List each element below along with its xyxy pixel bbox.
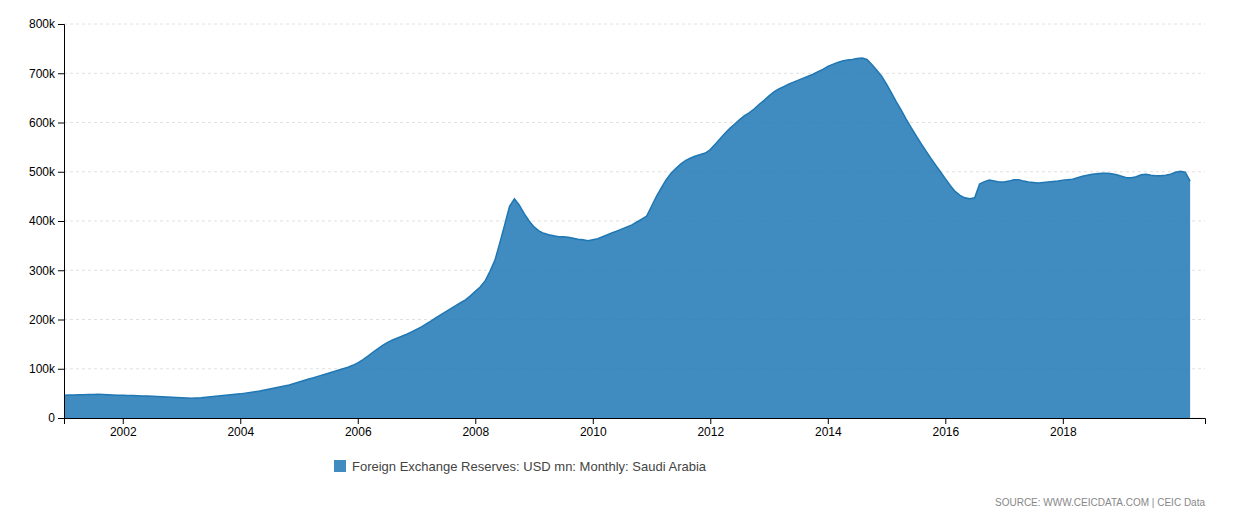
tick-label: 2006 bbox=[345, 425, 372, 439]
grid bbox=[64, 24, 1205, 418]
area bbox=[64, 58, 1190, 418]
tick: 700k bbox=[29, 67, 64, 81]
tick-label: 2016 bbox=[932, 425, 959, 439]
marks bbox=[64, 58, 1190, 418]
tick-mark bbox=[58, 418, 64, 419]
tick-label: 500k bbox=[29, 165, 56, 179]
tick-mark bbox=[475, 418, 476, 424]
tick: 2004 bbox=[227, 418, 254, 439]
tick-label: 100k bbox=[29, 362, 56, 376]
tick-mark bbox=[58, 24, 64, 25]
tick-mark bbox=[945, 418, 946, 424]
tick: 2008 bbox=[462, 418, 489, 439]
tick-mark bbox=[58, 172, 64, 173]
tick-label: 2008 bbox=[462, 425, 489, 439]
tick: 500k bbox=[29, 165, 64, 179]
tick: 400k bbox=[29, 214, 64, 228]
tick-mark bbox=[58, 73, 64, 74]
grid-line bbox=[64, 73, 1205, 74]
tick-mark bbox=[240, 418, 241, 424]
tick-label: 2014 bbox=[815, 425, 842, 439]
tick-mark bbox=[710, 418, 711, 424]
tick: 2012 bbox=[697, 418, 724, 439]
tick-label: 300k bbox=[29, 264, 56, 278]
tick-label: 600k bbox=[29, 116, 56, 130]
tick-mark bbox=[828, 418, 829, 424]
tick-mark bbox=[1063, 418, 1064, 424]
tick: 2016 bbox=[932, 418, 959, 439]
grid-line bbox=[64, 122, 1205, 123]
tick-label: 800k bbox=[29, 17, 56, 31]
tick-label: 700k bbox=[29, 67, 56, 81]
legend-swatch bbox=[334, 460, 346, 472]
x-axis: 2002 2004 2006 2008 2010 2012 2014 2016 2018 bbox=[65, 418, 1206, 439]
tick-mark bbox=[58, 369, 64, 370]
tick: 200k bbox=[29, 313, 64, 327]
tick: 600k bbox=[29, 116, 64, 130]
tick-mark bbox=[58, 270, 64, 271]
grid-line bbox=[64, 171, 1205, 172]
tick-mark bbox=[358, 418, 359, 424]
y-axis: 0 100k 200k 300k 400k 500k 600k 700k 800k bbox=[29, 17, 65, 425]
tick-label: 2012 bbox=[697, 425, 724, 439]
legend-item: Foreign Exchange Reserves: USD mn: Month… bbox=[334, 459, 707, 474]
tick: 2014 bbox=[815, 418, 842, 439]
tick: 100k bbox=[29, 362, 64, 376]
tick: 2010 bbox=[580, 418, 607, 439]
legend-label: Foreign Exchange Reserves: USD mn: Month… bbox=[352, 459, 707, 474]
tick: 300k bbox=[29, 264, 64, 278]
tick-label: 200k bbox=[29, 313, 56, 327]
tick: 2018 bbox=[1050, 418, 1077, 439]
tick: 0 bbox=[48, 411, 64, 425]
tick-mark bbox=[58, 221, 64, 222]
tick-mark bbox=[58, 320, 64, 321]
tick-label: 2010 bbox=[580, 425, 607, 439]
tick-mark bbox=[58, 123, 64, 124]
tick: 800k bbox=[29, 17, 64, 31]
tick-label: 2004 bbox=[227, 425, 254, 439]
tick-label: 400k bbox=[29, 214, 56, 228]
tick-mark bbox=[593, 418, 594, 424]
line bbox=[64, 58, 1190, 398]
tick: 2006 bbox=[345, 418, 372, 439]
tick: 2002 bbox=[110, 418, 137, 439]
tick-mark bbox=[123, 418, 124, 424]
grid-line bbox=[64, 24, 1205, 25]
plot-area: 2002 2004 2006 2008 2010 2012 2014 2016 2018 0 100… bbox=[29, 17, 1206, 438]
annotation: SOURCE: WWW.CEICDATA.COM | CEIC Data bbox=[995, 497, 1205, 508]
legend: Foreign Exchange Reserves: USD mn: Month… bbox=[334, 459, 707, 474]
axis-line bbox=[65, 419, 1206, 425]
tick-label: 2018 bbox=[1050, 425, 1077, 439]
tick-label: 0 bbox=[48, 411, 55, 425]
chart: 2002 2004 2006 2008 2010 2012 2014 2016 2018 0 100… bbox=[0, 0, 1245, 518]
tick-label: 2002 bbox=[110, 425, 137, 439]
axis-line bbox=[58, 25, 65, 419]
